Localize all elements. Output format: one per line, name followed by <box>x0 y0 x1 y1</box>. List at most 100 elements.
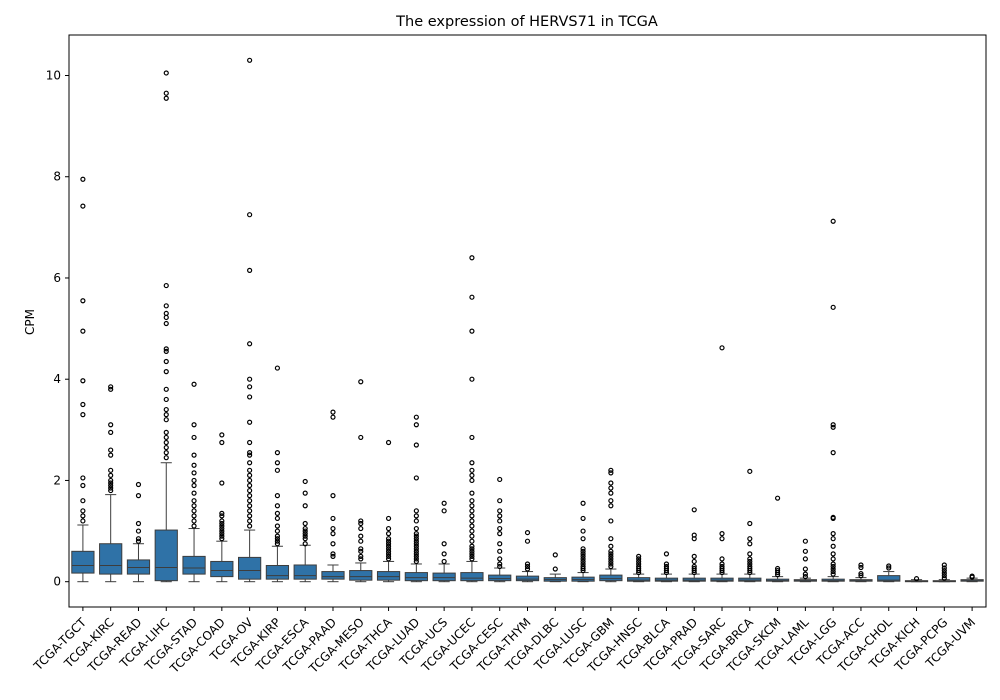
outlier-point <box>552 552 558 558</box>
outlier-point <box>358 533 364 539</box>
outlier-point <box>358 546 364 552</box>
outlier-point <box>191 422 197 428</box>
outlier-point <box>608 563 614 570</box>
outlier-point <box>302 528 308 534</box>
outlier-point <box>80 298 86 304</box>
outlier-point <box>413 518 419 524</box>
outlier-point <box>413 543 419 549</box>
outlier-point <box>191 434 197 441</box>
outlier-point <box>274 533 281 539</box>
box-iqr <box>710 577 734 582</box>
outlier-point <box>691 507 697 513</box>
box-group-tcga-brca <box>738 468 762 583</box>
outlier-point <box>969 573 975 579</box>
outlier-point <box>830 561 836 567</box>
outlier-point <box>274 538 281 544</box>
outlier-point <box>247 493 253 499</box>
outlier-point <box>247 376 253 382</box>
outlier-point <box>191 462 197 468</box>
box-iqr <box>515 575 540 582</box>
box-group-tcga-lihc <box>154 70 178 583</box>
outlier-point <box>830 551 836 557</box>
outlier-point <box>163 417 169 423</box>
outlier-point <box>80 378 86 384</box>
outlier-point <box>163 406 169 413</box>
outlier-point <box>191 452 197 458</box>
outlier-point <box>247 503 253 509</box>
outlier-point <box>135 536 142 542</box>
outlier-point <box>135 493 142 499</box>
outlier-point <box>274 365 281 371</box>
outlier-point <box>441 558 447 565</box>
outlier-point <box>747 536 753 542</box>
box-group-tcga-ucs <box>432 500 456 583</box>
outlier-point <box>219 432 225 438</box>
outlier-point <box>385 556 392 562</box>
outlier-point <box>274 523 281 529</box>
outlier-point <box>497 513 503 519</box>
outlier-point <box>108 467 114 473</box>
outlier-point <box>608 536 614 542</box>
outlier-point <box>580 563 586 570</box>
outlier-point <box>163 348 169 354</box>
outlier-point <box>830 566 836 572</box>
outlier-point <box>608 480 614 486</box>
outlier-point <box>163 429 169 435</box>
outlier-point <box>608 518 614 524</box>
box-iqr <box>738 577 762 582</box>
outlier-point <box>108 447 114 453</box>
outlier-point <box>247 450 253 456</box>
outlier-point <box>830 543 836 549</box>
box-group-tcga-tgct <box>71 176 95 583</box>
outlier-point <box>469 551 475 557</box>
outlier-point <box>247 460 253 466</box>
outlier-point <box>941 575 947 581</box>
outlier-point <box>163 310 169 317</box>
outlier-point <box>497 561 503 567</box>
outlier-point <box>469 477 475 484</box>
box-iqr <box>488 574 512 582</box>
outlier-point <box>830 571 836 577</box>
outlier-point <box>413 525 419 532</box>
outlier-point <box>663 551 670 557</box>
outlier-point <box>497 508 503 514</box>
outlier-point <box>135 481 142 488</box>
outlier-point <box>941 565 947 571</box>
outlier-point <box>719 556 725 562</box>
outlier-point <box>274 503 281 509</box>
outlier-point <box>302 503 308 509</box>
outlier-point <box>247 477 253 484</box>
outlier-point <box>163 346 169 352</box>
outlier-point <box>747 520 753 527</box>
box-iqr <box>71 550 95 574</box>
outlier-point <box>358 434 364 441</box>
outlier-point <box>358 556 364 562</box>
outlier-point <box>608 556 614 562</box>
outlier-point <box>524 566 531 572</box>
outlier-point <box>469 508 475 514</box>
box-group-tcga-prad <box>682 507 706 583</box>
outlier-point <box>469 503 475 509</box>
outlier-point <box>135 528 142 534</box>
y-tick-label: 4 <box>53 372 61 386</box>
outlier-point <box>469 376 475 382</box>
outlier-point <box>163 320 169 327</box>
outlier-point <box>413 546 419 552</box>
outlier-point <box>247 498 253 504</box>
outlier-point <box>608 490 614 496</box>
outlier-point <box>469 467 475 473</box>
box-iqr <box>404 572 428 582</box>
box-group-tcga-kirc <box>99 384 123 583</box>
outlier-point <box>608 498 614 504</box>
outlier-point <box>163 303 169 309</box>
outlier-point <box>413 551 419 557</box>
outlier-point <box>747 556 753 562</box>
outlier-point <box>385 548 392 554</box>
outlier-point <box>719 561 725 567</box>
outlier-point <box>858 564 864 571</box>
outlier-point <box>469 538 475 544</box>
outlier-point <box>469 518 475 524</box>
outlier-point <box>385 553 392 559</box>
box-iqr <box>571 576 595 582</box>
outlier-point <box>358 520 364 527</box>
